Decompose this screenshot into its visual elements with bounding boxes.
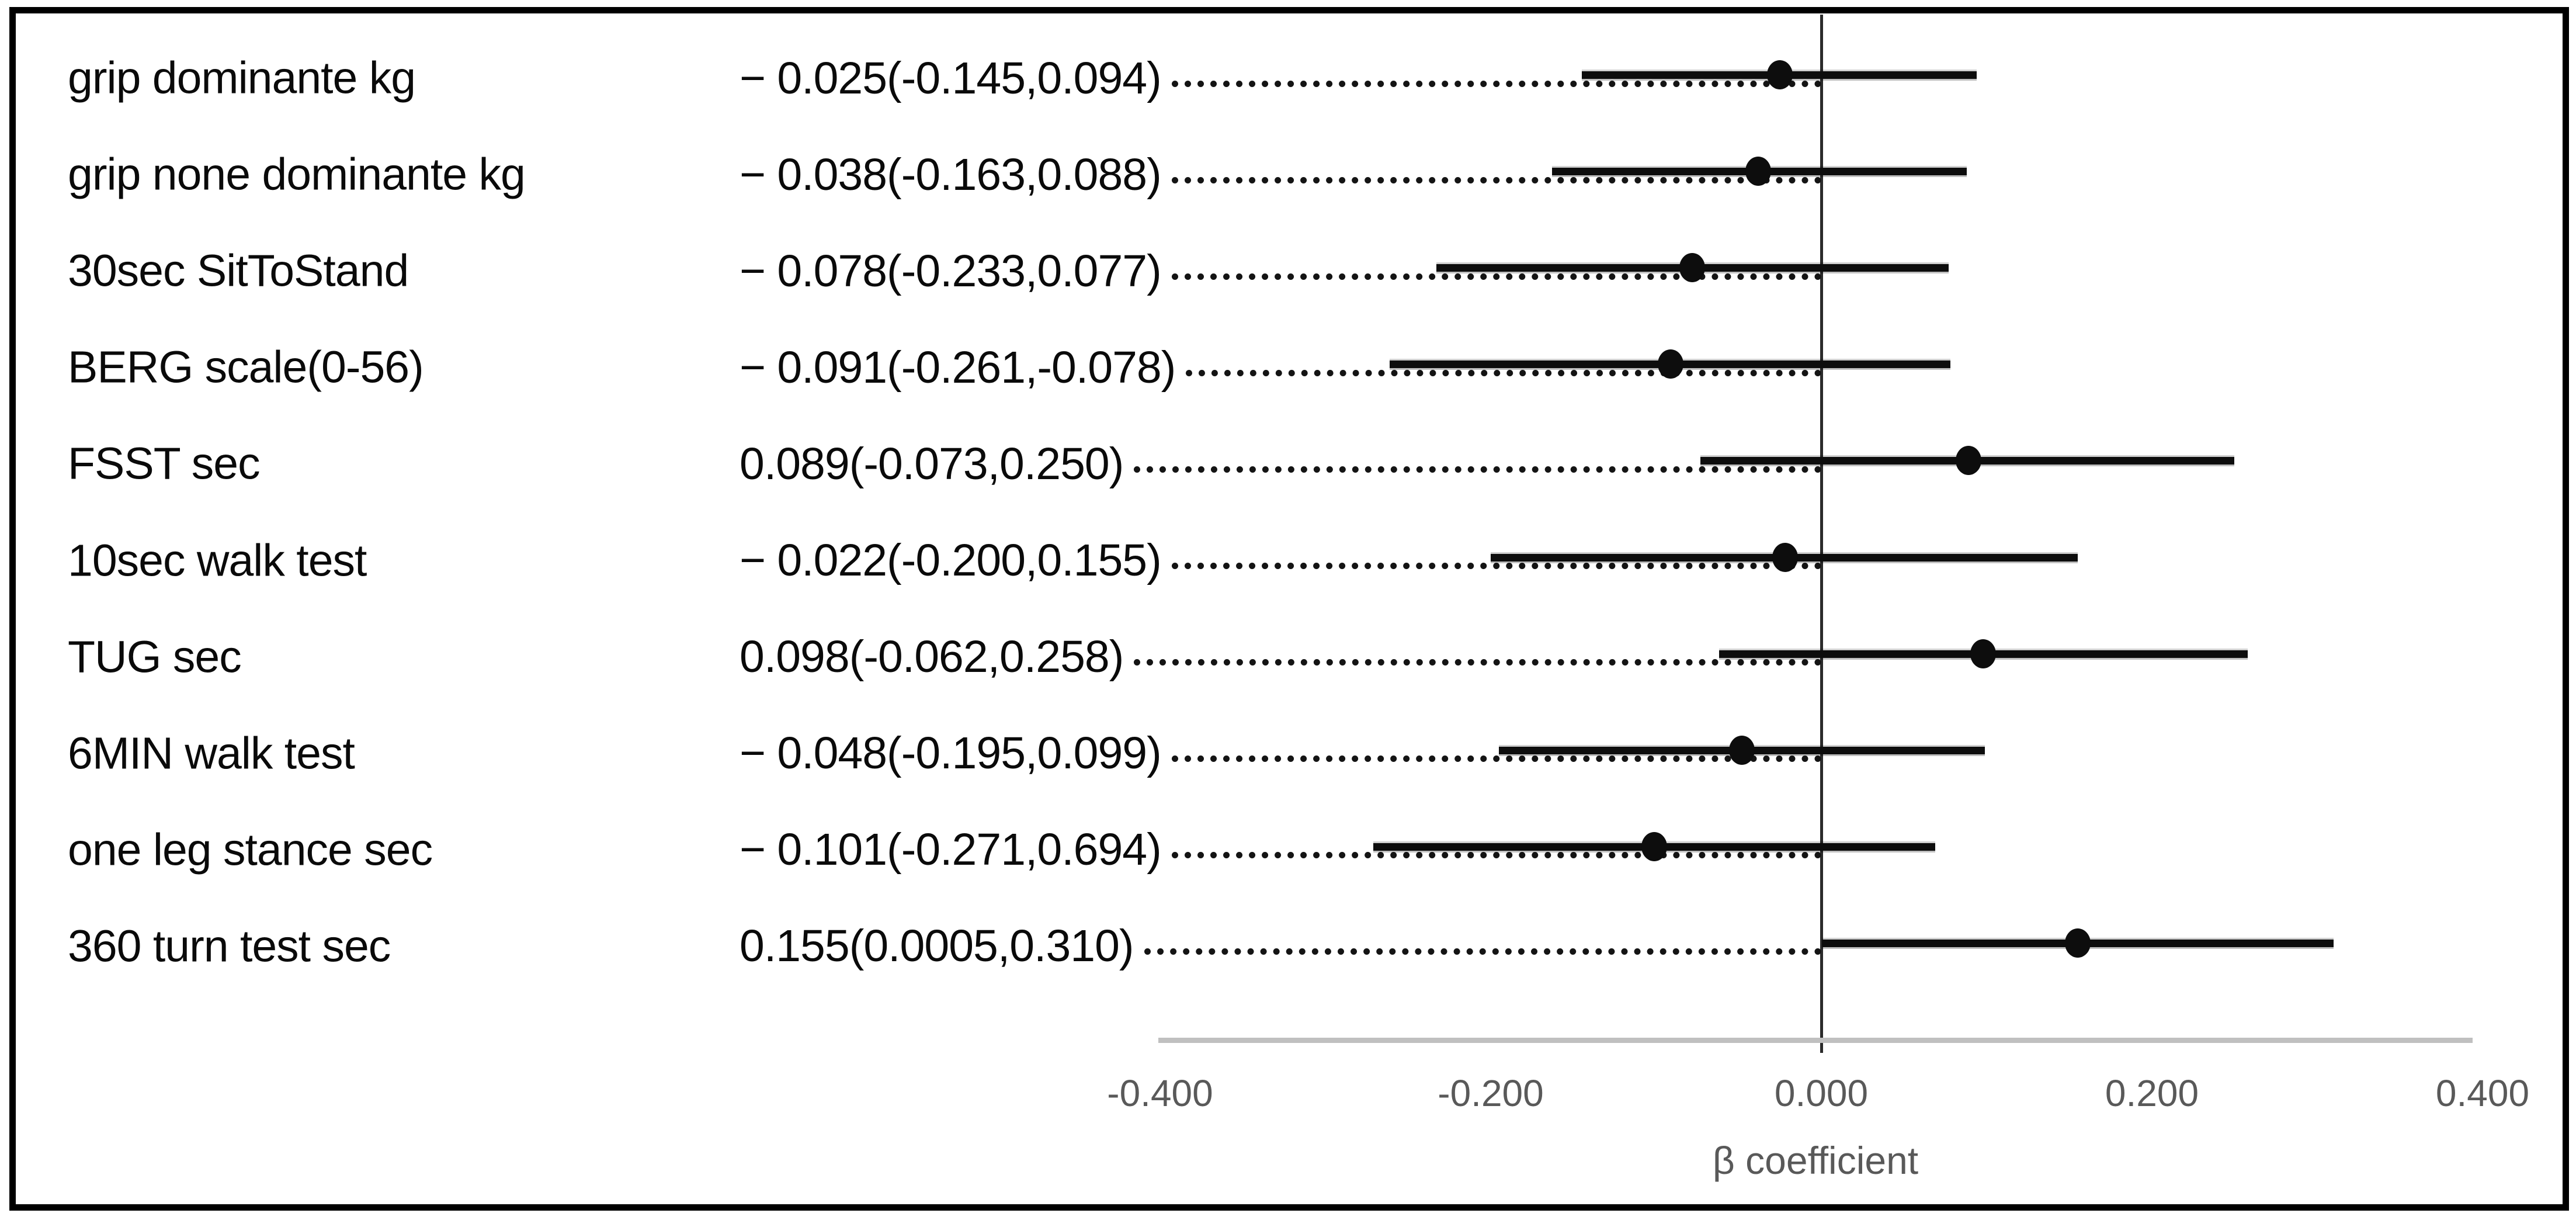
point-estimate-marker [1679,253,1706,283]
point-estimate-marker [2064,928,2091,958]
x-axis-title: β coefficient [1712,1139,1919,1182]
plot-border-frame [9,7,2569,1211]
row-estimate-text: 0.098(-0.062,0.258) [740,632,1124,682]
dotted-leader-line [1171,80,1821,87]
dotted-leader-line [1134,466,1821,473]
row-label: TUG sec [68,632,242,682]
row-value-wrap: − 0.101(-0.271,0.694) [740,809,1821,891]
point-estimate-marker [1772,542,1798,572]
row-estimate-text: − 0.101(-0.271,0.694) [740,824,1162,875]
row-estimate-text: − 0.048(-0.195,0.099) [740,728,1162,779]
dotted-leader-line [1144,948,1821,955]
zero-reference-line [1820,15,1823,1053]
dotted-leader-line [1171,852,1821,859]
row-value-wrap: − 0.025(-0.145,0.094) [740,37,1821,119]
point-estimate-marker [1658,349,1684,379]
point-estimate-marker [1729,735,1755,765]
row-label: 30sec SitToStand [68,245,409,296]
row-value-wrap: − 0.091(-0.261,-0.078) [740,327,1821,408]
dotted-leader-line [1171,176,1821,183]
row-estimate-text: − 0.022(-0.200,0.155) [740,535,1162,585]
row-value-wrap: − 0.078(-0.233,0.077) [740,230,1821,312]
row-value-wrap: 0.098(-0.062,0.258) [740,616,1821,698]
row-value-wrap: 0.089(-0.073,0.250) [740,423,1821,505]
row-value-wrap: 0.155(0.0005,0.310) [740,906,1821,987]
row-label: BERG scale(0-56) [68,342,424,393]
row-estimate-text: − 0.025(-0.145,0.094) [740,53,1162,103]
point-estimate-marker [1641,831,1668,861]
dotted-leader-line [1171,273,1821,280]
point-estimate-marker [1955,446,1981,476]
row-label: grip dominante kg [68,53,416,103]
row-estimate-text: 0.155(0.0005,0.310) [740,921,1134,972]
row-estimate-text: − 0.091(-0.261,-0.078) [740,342,1176,393]
row-estimate-text: 0.089(-0.073,0.250) [740,438,1124,489]
row-label: grip none dominante kg [68,149,526,200]
point-estimate-marker [1745,157,1772,186]
row-estimate-text: − 0.038(-0.163,0.088) [740,149,1162,200]
x-axis-tick-label: 0.400 [2435,1072,2530,1114]
dotted-leader-line [1171,563,1821,569]
x-axis-tick-label: 0.000 [1774,1072,1869,1114]
row-label: FSST sec [68,438,261,489]
point-estimate-marker [1767,60,1793,89]
row-label: 360 turn test sec [68,921,391,972]
x-axis-tick-label: 0.200 [2105,1072,2199,1114]
x-axis-tick-label: -0.400 [1107,1072,1213,1114]
row-label: 10sec walk test [68,535,367,585]
row-label: 6MIN walk test [68,728,355,779]
row-value-wrap: − 0.048(-0.195,0.099) [740,713,1821,795]
row-label: one leg stance sec [68,824,433,875]
point-estimate-marker [1970,639,1997,668]
row-estimate-text: − 0.078(-0.233,0.077) [740,245,1162,296]
row-value-wrap: − 0.022(-0.200,0.155) [740,520,1821,602]
dotted-leader-line [1134,659,1821,666]
dotted-leader-line [1186,369,1821,376]
x-axis-line [1158,1038,2473,1043]
x-axis-tick-label: -0.200 [1438,1072,1544,1114]
row-value-wrap: − 0.038(-0.163,0.088) [740,134,1821,216]
dotted-leader-line [1171,755,1821,763]
